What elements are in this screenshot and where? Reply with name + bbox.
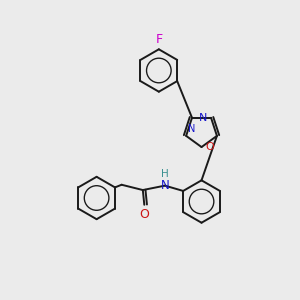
Text: H: H	[161, 169, 169, 179]
Text: N: N	[188, 124, 195, 134]
Text: N: N	[160, 179, 169, 192]
Text: F: F	[155, 33, 162, 46]
Text: O: O	[140, 208, 149, 221]
Text: O: O	[205, 142, 214, 152]
Text: N: N	[199, 113, 208, 123]
